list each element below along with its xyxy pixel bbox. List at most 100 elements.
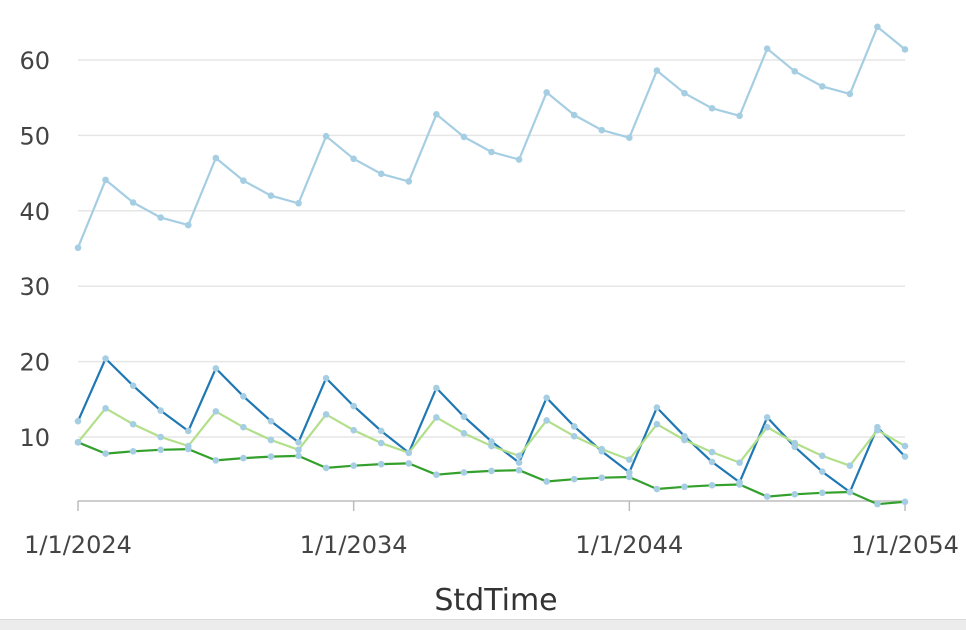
- series-4-point-28: [846, 488, 854, 496]
- series-4-point-12: [405, 460, 413, 467]
- series-1-point-24: [736, 112, 743, 120]
- series-3-point-13: [433, 414, 440, 421]
- series-2-point-7: [267, 417, 275, 425]
- y-tick-label-10: 10: [19, 424, 50, 452]
- series-4-point-26: [791, 491, 799, 498]
- series-1-point-26: [791, 68, 799, 75]
- series-3-point-28: [846, 462, 854, 469]
- series-4-point-4: [184, 445, 192, 453]
- series-2-point-13: [433, 384, 440, 392]
- series-1-point-2: [129, 199, 137, 206]
- series-1-point-4: [184, 221, 192, 229]
- series-2-point-23: [708, 458, 716, 466]
- series-2-point-14: [460, 413, 468, 420]
- y-tick-label-20: 20: [19, 349, 50, 377]
- series-4-point-19: [598, 474, 606, 482]
- series-3-point-11: [377, 439, 385, 447]
- series-1-point-18: [570, 111, 578, 119]
- series-2-point-5: [212, 365, 220, 372]
- series-1: [74, 23, 909, 252]
- series-3-point-10: [350, 426, 357, 434]
- series-4-point-25: [763, 493, 771, 500]
- series-1-point-12: [405, 178, 413, 185]
- series-2-point-21: [653, 404, 661, 411]
- series-1-point-10: [350, 155, 357, 163]
- x-tick-label-0: 1/1/2024: [24, 531, 132, 559]
- series-2-point-3: [157, 407, 164, 414]
- series-4-point-30: [901, 498, 909, 506]
- series-2-point-8: [295, 438, 302, 446]
- series-4-point-0: [74, 438, 82, 446]
- series-2-point-1: [102, 355, 109, 362]
- series-1-point-1: [102, 176, 109, 184]
- series-4-point-13: [433, 471, 440, 479]
- series-1-point-29: [874, 23, 881, 31]
- series-2-point-16: [515, 459, 523, 466]
- series-4-point-1: [102, 450, 109, 457]
- x-tick-label-3: 1/1/2054: [851, 531, 959, 559]
- series-3-point-9: [322, 411, 330, 418]
- series-3-point-18: [570, 432, 578, 440]
- series-1-point-13: [433, 110, 440, 118]
- series-2-point-6: [240, 392, 247, 400]
- series-2-point-30: [901, 453, 909, 460]
- y-tick-label-40: 40: [19, 198, 50, 226]
- series-4-point-6: [240, 454, 247, 462]
- series-3-point-15: [488, 442, 495, 450]
- series-3-point-20: [626, 456, 633, 463]
- series-1-point-9: [322, 132, 330, 140]
- series-2: [74, 355, 909, 496]
- series-4-point-21: [653, 485, 661, 493]
- series-2-point-20: [626, 469, 633, 476]
- series-4-point-20: [626, 473, 633, 481]
- series-1-point-3: [157, 214, 164, 221]
- series-1-point-19: [598, 126, 606, 134]
- series-4-point-29: [874, 500, 881, 508]
- series-1-point-15: [488, 148, 495, 156]
- series-3-point-17: [543, 417, 550, 424]
- series-4-point-23: [708, 481, 716, 489]
- series-1-point-6: [240, 177, 247, 184]
- series-1-point-11: [377, 170, 385, 178]
- series-1-point-22: [681, 89, 688, 97]
- series-3-point-8: [295, 446, 302, 454]
- series-2-point-4: [184, 427, 192, 435]
- series-4-point-10: [350, 462, 357, 469]
- series-1-point-28: [846, 90, 854, 98]
- series-2-point-27: [819, 468, 826, 475]
- series-1-point-0: [74, 244, 82, 252]
- series-3-point-26: [791, 439, 799, 447]
- series-4-point-9: [322, 464, 330, 472]
- series-2-point-9: [322, 374, 330, 382]
- series-1-point-16: [515, 156, 523, 163]
- series-3-point-23: [708, 448, 716, 456]
- series-3-point-14: [460, 429, 468, 437]
- x-tick-label-1: 1/1/2034: [300, 531, 408, 559]
- series-4: [74, 438, 909, 508]
- series-3-point-27: [819, 452, 826, 460]
- series-4-point-16: [515, 466, 523, 474]
- series-4-point-5: [212, 457, 220, 464]
- series-3-point-7: [267, 436, 275, 444]
- series-3-point-2: [129, 420, 137, 428]
- series-1-point-30: [901, 46, 909, 53]
- series-1-point-27: [819, 83, 826, 90]
- series-3-point-1: [102, 405, 109, 412]
- series-4-point-11: [377, 460, 385, 468]
- series-1-point-5: [212, 154, 220, 162]
- bottom-strip: [0, 619, 966, 630]
- series-3-point-6: [240, 423, 247, 431]
- series-2-point-17: [543, 394, 550, 402]
- series-2-point-0: [74, 417, 82, 425]
- series-3-point-16: [515, 452, 523, 460]
- series-2-point-15: [488, 438, 495, 445]
- series-4-point-8: [295, 452, 302, 460]
- x-axis-title: StdTime: [434, 583, 557, 618]
- series-1-point-17: [543, 89, 550, 96]
- series-4-point-15: [488, 467, 495, 475]
- series-4-point-22: [681, 483, 688, 491]
- series-3: [74, 405, 909, 469]
- series-1-point-21: [653, 67, 661, 74]
